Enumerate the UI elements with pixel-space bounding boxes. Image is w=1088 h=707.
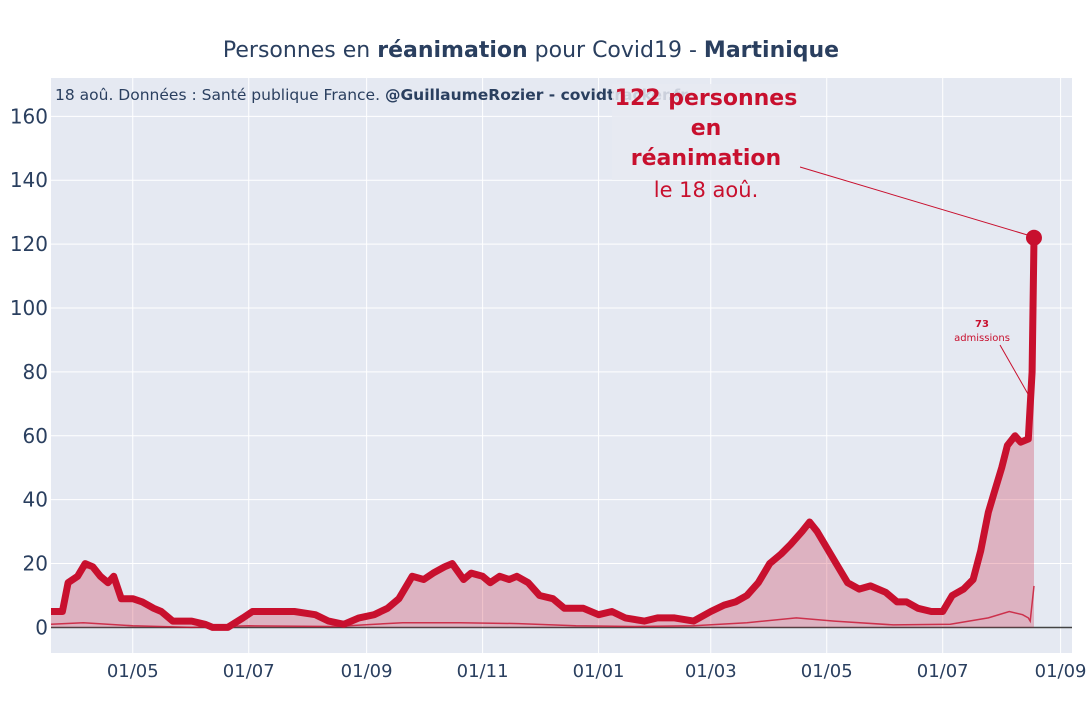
y-tick-label: 40 xyxy=(23,488,48,512)
admissions-label: admissions xyxy=(954,333,1010,344)
subtitle-source: 18 aoû. Données : Santé publique France. xyxy=(55,86,385,104)
callout-line1: 122 personnes xyxy=(614,86,798,111)
callout-arrow xyxy=(799,166,1031,237)
x-tick-label: 01/07 xyxy=(223,661,275,682)
callout-line3: le 18 aoû. xyxy=(653,178,759,202)
chart-title: Personnes en réanimation pour Covid19 - … xyxy=(0,38,1062,63)
y-tick-label: 140 xyxy=(10,168,48,192)
title-middle: pour Covid19 - xyxy=(527,38,704,63)
admissions-value: 73 xyxy=(975,319,989,330)
y-tick-label: 80 xyxy=(23,360,48,384)
x-tick-label: 01/07 xyxy=(917,661,969,682)
x-tick-label: 01/05 xyxy=(801,661,853,682)
y-tick-label: 120 xyxy=(10,232,48,256)
plot-background xyxy=(51,78,1072,653)
title-prefix: Personnes en xyxy=(222,38,378,63)
y-tick-label: 60 xyxy=(23,424,48,448)
x-tick-label: 01/09 xyxy=(341,661,393,682)
y-tick-label: 160 xyxy=(10,104,48,128)
x-tick-label: 01/05 xyxy=(107,661,159,682)
title-bold-reanimation: réanimation xyxy=(377,38,528,63)
last-value-marker xyxy=(1025,229,1042,246)
admissions-callout: 73 admissions xyxy=(944,318,1020,346)
x-tick-label: 01/09 xyxy=(1035,661,1087,682)
y-tick-label: 20 xyxy=(23,552,48,576)
chart-subtitle: 18 aoû. Données : Santé publique France.… xyxy=(55,86,688,104)
x-tick-label: 01/11 xyxy=(457,661,509,682)
title-bold-region: Martinique xyxy=(703,38,840,63)
callout-line2: en réanimation xyxy=(630,116,782,171)
admissions-arrow xyxy=(999,344,1031,398)
last-value-callout: 122 personnes en réanimation le 18 aoû. xyxy=(612,84,800,202)
x-tick-label: 01/03 xyxy=(685,661,737,682)
x-tick-label: 01/01 xyxy=(573,661,625,682)
y-tick-label: 100 xyxy=(10,296,48,320)
y-tick-label: 0 xyxy=(35,615,48,639)
series-line-reanimation xyxy=(51,237,1038,631)
